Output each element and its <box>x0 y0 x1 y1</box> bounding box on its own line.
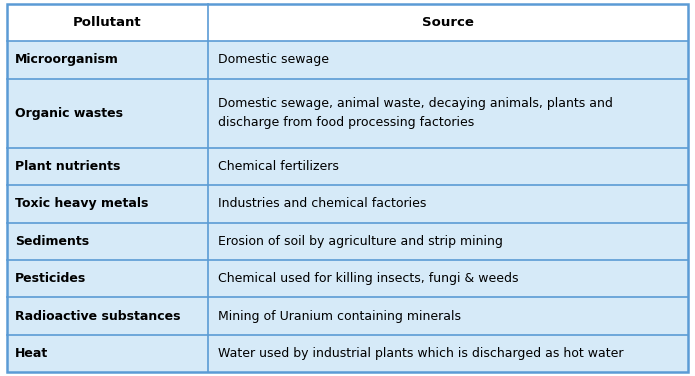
Bar <box>7 185 688 223</box>
Text: Erosion of soil by agriculture and strip mining: Erosion of soil by agriculture and strip… <box>218 235 503 248</box>
Bar <box>7 41 688 79</box>
Text: Radioactive substances: Radioactive substances <box>15 309 181 323</box>
Text: Heat: Heat <box>15 347 49 360</box>
Text: Chemical fertilizers: Chemical fertilizers <box>218 160 339 173</box>
Text: Pollutant: Pollutant <box>73 16 142 29</box>
Text: Domestic sewage, animal waste, decaying animals, plants and
discharge from food : Domestic sewage, animal waste, decaying … <box>218 97 613 129</box>
Bar <box>7 79 688 148</box>
Text: Organic wastes: Organic wastes <box>15 107 123 120</box>
Bar <box>7 148 688 185</box>
Bar <box>7 223 688 260</box>
Text: Chemical used for killing insects, fungi & weeds: Chemical used for killing insects, fungi… <box>218 272 518 285</box>
Bar <box>7 335 688 372</box>
Text: Microorganism: Microorganism <box>15 53 119 67</box>
Text: Water used by industrial plants which is discharged as hot water: Water used by industrial plants which is… <box>218 347 624 360</box>
Text: Sediments: Sediments <box>15 235 90 248</box>
Bar <box>7 260 688 297</box>
Bar <box>7 297 688 335</box>
Text: Plant nutrients: Plant nutrients <box>15 160 121 173</box>
Text: Pesticides: Pesticides <box>15 272 87 285</box>
Text: Mining of Uranium containing minerals: Mining of Uranium containing minerals <box>218 309 461 323</box>
Bar <box>7 4 688 41</box>
Text: Source: Source <box>422 16 474 29</box>
Text: Toxic heavy metals: Toxic heavy metals <box>15 197 149 211</box>
Text: Domestic sewage: Domestic sewage <box>218 53 329 67</box>
Text: Industries and chemical factories: Industries and chemical factories <box>218 197 427 211</box>
